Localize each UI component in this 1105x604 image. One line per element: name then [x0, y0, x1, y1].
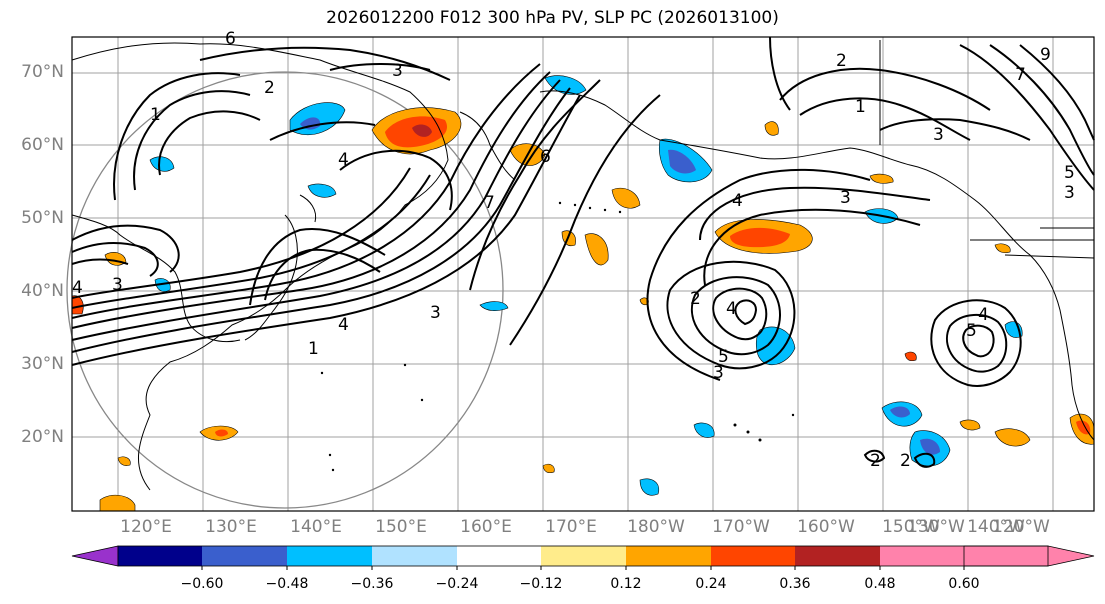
contour-label: 4 [338, 150, 349, 170]
pv-negative-shading [149, 75, 1023, 496]
colorbar-tick-label: 0.12 [610, 576, 642, 592]
colorbar-segment [880, 546, 964, 566]
contour-label: 2 [836, 51, 847, 71]
contour-label: 3 [713, 363, 724, 383]
contour-label: 5 [966, 321, 977, 341]
lon-label: 120°E [120, 517, 172, 537]
lon-label: 120°W [992, 517, 1050, 537]
map-title: 2026012200 F012 300 hPa PV, SLP PC (2026… [326, 8, 779, 28]
lat-label: 30°N [21, 354, 64, 374]
contour-label: 4 [72, 278, 83, 298]
colorbar-segment [372, 546, 457, 566]
island-chains [320, 201, 795, 472]
contour-label: 6 [225, 29, 236, 49]
lat-label: 40°N [21, 281, 64, 301]
contour-label: 3 [392, 61, 403, 81]
lat-label: 70°N [21, 62, 64, 82]
map-border [71, 36, 1095, 512]
lon-label: 130°W [907, 517, 965, 537]
colorbar-tick-label: −0.24 [435, 576, 479, 592]
lon-label: 150°W [882, 517, 940, 537]
contour-label: 1 [308, 339, 319, 359]
colorbar-segment [626, 546, 711, 566]
contour-label: 7 [1015, 65, 1026, 85]
contour-label: 2 [900, 451, 911, 471]
contour-label: 3 [1064, 183, 1075, 203]
colorbar-segment [118, 546, 202, 566]
contour-label: 1 [855, 97, 866, 117]
lat-label: 20°N [21, 427, 64, 447]
colorbar-tick-label: 0.60 [948, 576, 980, 592]
colorbar-tick-label: −0.12 [519, 576, 563, 592]
contour-label: 3 [840, 188, 851, 208]
contour-label: 2 [690, 289, 701, 309]
contour-label: 3 [430, 303, 441, 323]
contour-label: 2 [264, 78, 275, 98]
contour-label: 1 [150, 105, 161, 125]
contour-label: 5 [1064, 163, 1075, 183]
lon-label: 140°W [967, 517, 1025, 537]
colorbar-segment [202, 546, 287, 566]
contour-label: 4 [732, 191, 743, 211]
contour-label: 6 [540, 147, 551, 167]
lon-label: 180°W [627, 517, 685, 537]
contour-label: 4 [338, 315, 349, 335]
lon-label: 150°E [375, 517, 427, 537]
lat-label: 50°N [21, 208, 64, 228]
colorbar-segment [457, 546, 541, 566]
lon-label: 160°E [460, 517, 512, 537]
colorbar-segment [541, 546, 626, 566]
contour-label: 2 [870, 451, 881, 471]
contour-label: 4 [978, 305, 989, 325]
range-circle [66, 71, 504, 509]
colorbar-tick-label: −0.36 [350, 576, 394, 592]
lat-label: 60°N [21, 135, 64, 155]
contour-label: 5 [718, 347, 729, 367]
contour-label: 3 [933, 125, 944, 145]
contour-label: 9 [1040, 45, 1051, 65]
colorbar-tick-label: −0.48 [265, 576, 309, 592]
pv-positive-shading [71, 107, 1095, 512]
colorbar-tick-label: 0.24 [695, 576, 727, 592]
contour-label: 7 [484, 193, 495, 213]
colorbar-extend-max [963, 545, 1095, 567]
slp-contours [71, 36, 1095, 468]
contour-label: 4 [726, 299, 737, 319]
colorbar [71, 545, 1095, 570]
lon-label: 170°W [712, 517, 770, 537]
contour-label: 3 [112, 275, 123, 295]
colorbar-segment [795, 546, 880, 566]
lon-label: 170°E [545, 517, 597, 537]
colorbar-tick-label: 0.48 [864, 576, 896, 592]
colorbar-extend-min [71, 545, 119, 567]
colorbar-segment [711, 546, 795, 566]
colorbar-tick-label: 0.36 [779, 576, 811, 592]
lon-label: 140°E [290, 517, 342, 537]
lon-label: 160°W [797, 517, 855, 537]
colorbar-segment [287, 546, 372, 566]
contour-labels: 1 3 4 2 3 1 3 4 2 1 3 3 4 2 4 5 3 5 4 5 … [72, 29, 1075, 471]
colorbar-tick-label: −0.60 [180, 576, 224, 592]
lon-label: 130°E [205, 517, 257, 537]
